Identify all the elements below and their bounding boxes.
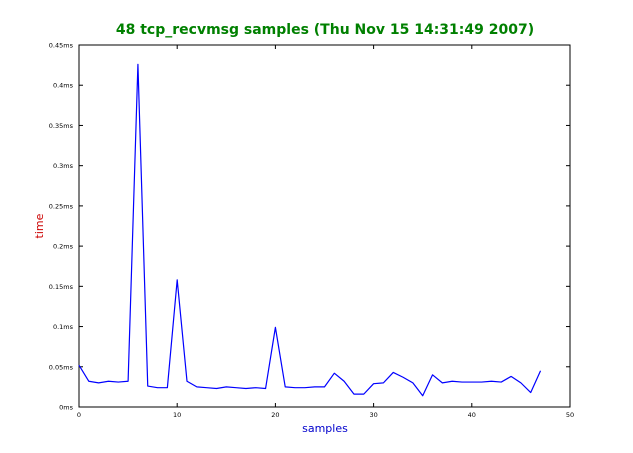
x-tick-label: 50	[566, 411, 574, 419]
y-tick-label: 0ms	[59, 404, 73, 412]
y-axis-label: time	[33, 213, 46, 238]
y-tick-label: 0.25ms	[49, 202, 74, 210]
y-tick-label: 0.45ms	[49, 42, 74, 50]
plot-frame	[78, 44, 571, 408]
x-tick-label: 30	[369, 411, 377, 419]
series-line	[78, 63, 542, 397]
y-tick-label: 0.15ms	[49, 283, 74, 291]
x-axis-label: samples	[302, 422, 348, 435]
axis-ticks: 0 10 20 30 40 50 0ms 0.05ms 0.1ms 0.15ms 0.2ms 0.25…	[49, 42, 574, 420]
x-tick-label: 0	[77, 411, 81, 419]
y-tick-label: 0.2ms	[53, 243, 74, 251]
y-tick-label: 0.35ms	[49, 122, 74, 130]
x-tick-label: 40	[468, 411, 476, 419]
y-tick-label: 0.4ms	[53, 82, 74, 90]
chart-title: 48 tcp_recvmsg samples (Thu Nov 15 14:31…	[116, 22, 534, 38]
y-tick-label: 0.1ms	[53, 323, 74, 331]
x-tick-label: 20	[271, 411, 279, 419]
y-tick-label: 0.3ms	[53, 162, 74, 170]
y-tick-label: 0.05ms	[49, 363, 74, 371]
x-tick-label: 10	[173, 411, 181, 419]
